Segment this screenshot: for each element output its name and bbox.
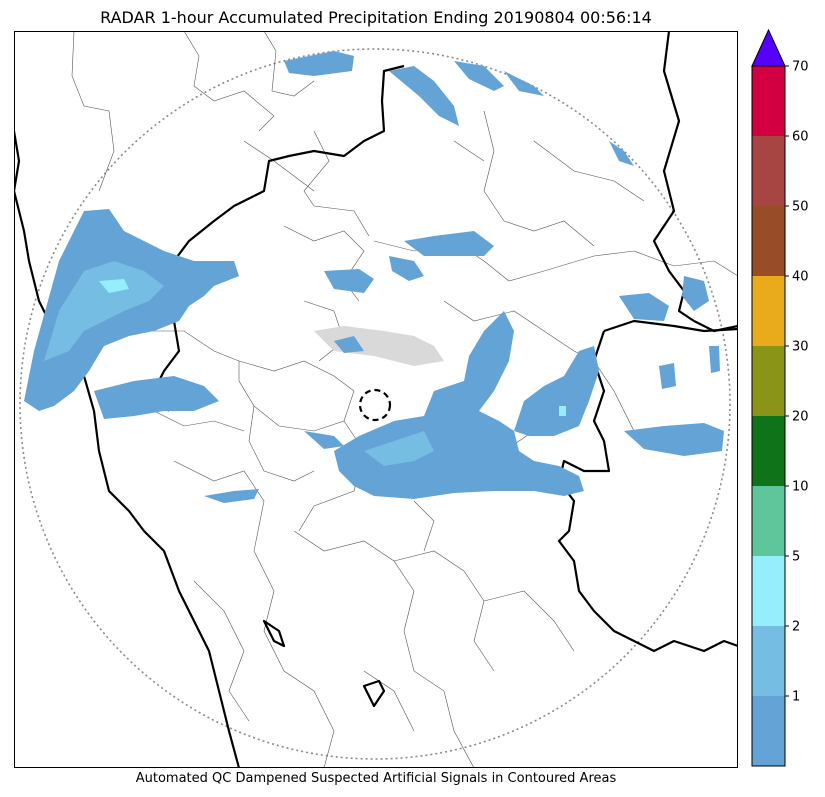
colorbar-segment xyxy=(752,276,785,346)
colorbar-segment xyxy=(752,206,785,276)
colorbar-segment xyxy=(752,136,785,206)
colorbar-segment xyxy=(752,416,785,486)
colorbar-segment xyxy=(752,696,785,766)
colorbar-tick-label: 20 xyxy=(792,410,809,425)
colorbar-tick-label: 10 xyxy=(792,480,809,495)
radar-range-ring xyxy=(19,48,731,760)
colorbar-segment xyxy=(752,626,785,696)
colorbar-segment xyxy=(752,66,785,136)
map-title: RADAR 1-hour Accumulated Precipitation E… xyxy=(100,8,652,27)
colorbar-outline xyxy=(751,65,786,767)
colorbar-tick-label: 5 xyxy=(792,550,800,565)
qc-caption: Automated QC Dampened Suspected Artifici… xyxy=(135,771,617,786)
colorbar-extend-triangle xyxy=(751,28,786,67)
colorbar-tick-label: 2 xyxy=(792,620,800,635)
radar-map[interactable] xyxy=(14,31,738,768)
colorbar-tick-label: 70 xyxy=(792,60,809,75)
precipitation-areas xyxy=(24,51,724,503)
colorbar-segment xyxy=(752,486,785,556)
colorbar-segment xyxy=(752,556,785,626)
colorbar-tick-label: 50 xyxy=(792,200,809,215)
precipitation-colorbar: 1 2 5 10 20 30 40 50 60 70 xyxy=(751,28,809,767)
radar-site-marker[interactable] xyxy=(358,388,392,422)
colorbar-tick-label: 1 xyxy=(792,690,800,705)
colorbar-tick-label: 40 xyxy=(792,270,809,285)
colorbar-tick-label: 60 xyxy=(792,130,809,145)
colorbar-segment xyxy=(752,346,785,416)
colorbar-tick-label: 30 xyxy=(792,340,809,355)
